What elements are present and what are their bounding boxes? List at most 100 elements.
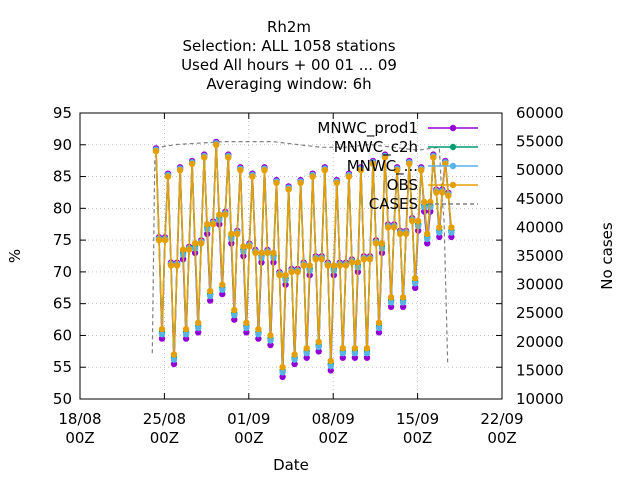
series-point-0 [243,329,250,336]
series-point-3 [243,319,250,326]
series-point-2 [363,350,371,357]
series-point-2 [279,369,286,376]
series-point-2 [158,331,166,338]
series-point-2 [315,343,322,351]
series-point-3 [216,211,223,218]
series-point-3 [195,319,202,326]
series-point-3 [191,240,199,247]
y2-tick-label: 20000 [516,333,564,351]
legend-label-0: MNWC_prod1 [317,119,418,138]
series-point-3 [369,160,377,167]
series-point-3 [276,271,283,279]
series-point-3 [336,262,343,269]
series-point-3 [378,240,386,247]
series-point-2 [243,324,250,331]
series-point-3 [179,246,187,253]
series-point-2 [399,299,407,306]
x-tick-label-hour: 00Z [234,429,263,447]
series-point-0 [436,233,443,241]
series-point-3 [188,160,196,167]
y-tick-label: 55 [53,358,72,376]
series-point-3 [297,179,304,187]
y2-tick-label: 45000 [516,190,564,208]
series-point-3 [210,221,217,228]
legend-label-1: MNWC_c2h [334,138,418,157]
series-point-3 [412,275,419,282]
series-point-3 [306,262,313,269]
series-point-0 [279,373,286,380]
y2-tick-label: 25000 [516,304,564,322]
series-point-2 [339,350,346,357]
series-point-3 [185,246,193,253]
series-point-2 [327,362,334,370]
series-point-3 [372,240,380,247]
series-point-3 [384,224,392,231]
series-point-3 [164,173,172,180]
series-point-2 [375,324,383,331]
y-axis-label: % [6,249,24,263]
series-point-2 [448,229,455,236]
series-point-3 [327,357,334,365]
series-point-2 [207,292,214,300]
series-point-3 [285,186,292,193]
x-tick-label-hour: 00Z [403,429,432,447]
series-point-0 [387,303,395,310]
series-point-0 [195,329,202,336]
legend-label-4: CASES [369,195,418,213]
series-point-3 [445,192,452,199]
legend-marker-1 [449,143,457,151]
series-point-3 [312,256,319,263]
y-tick-label: 60 [53,326,72,344]
series-point-3 [176,167,184,174]
series-cases-line [151,141,449,365]
legend-marker-3 [449,181,457,189]
x-tick-label-date: 08/09 [312,410,355,428]
series-point-3 [448,224,455,231]
series-point-3 [406,160,413,167]
series-point-0 [375,329,383,336]
series-point-3 [387,294,395,301]
series-point-3 [288,268,295,276]
series-point-3 [273,179,280,187]
y-tick-label: 65 [53,295,72,313]
series-point-3 [182,325,190,333]
series-point-3 [173,262,181,269]
axes: 50 55 60 65 70 75 80 85 90 95 10000 15000 20000 25000… [6,104,616,474]
x-tick-label-hour: 00Z [319,429,348,447]
series-point-3 [433,189,440,196]
series-point-2 [170,356,178,363]
series-point-0 [303,354,310,361]
series-point-3 [421,198,428,206]
series-point-3 [270,249,277,256]
series-point-3 [348,259,356,266]
series-point-3 [258,249,265,256]
y2-tick-label: 40000 [516,218,564,236]
series-point-0 [158,335,166,342]
title-line-2: Used All hours + 00 01 ... 09 [181,56,397,74]
y-tick-label: 70 [53,263,72,281]
series-point-3 [155,236,163,244]
series-point-0 [182,335,190,342]
series-point-3 [222,211,229,218]
series-point-0 [412,284,419,291]
y2-tick-label: 50000 [516,161,564,179]
x-tick-label-hour: 00Z [150,429,179,447]
series-point-3 [213,141,220,148]
series-point-3 [158,325,166,333]
series-point-3 [303,345,310,352]
y-tick-label: 95 [53,104,72,122]
series-point-3 [436,224,443,231]
y-tick-label: 85 [53,168,72,186]
series-point-3 [363,345,371,352]
series-point-0 [351,354,359,361]
series-point-0 [424,240,431,247]
series-point-3 [291,351,298,358]
x-tick-label-date: 01/09 [227,410,270,428]
series-point-2 [255,331,262,338]
y-tick-label: 50 [53,390,72,408]
series-point-3 [366,256,374,263]
series-point-3 [309,173,316,180]
series-point-3 [418,167,425,174]
